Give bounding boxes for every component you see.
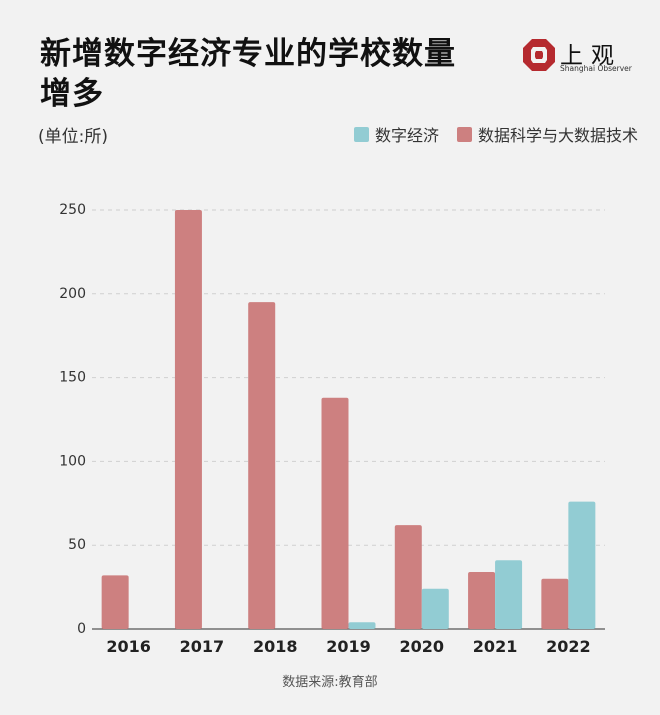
legend: 数字经济 数据科学与大数据技术	[344, 122, 638, 146]
y-tick-label: 150	[59, 370, 86, 386]
logo-subtitle: Shanghai Observer	[560, 64, 632, 73]
bar-data-science	[541, 578, 569, 629]
y-tick-label: 0	[77, 621, 86, 637]
bar-data-science	[394, 525, 422, 629]
y-tick-label: 100	[59, 453, 86, 469]
logo-icon	[523, 39, 555, 71]
legend-swatch-data-science	[456, 126, 472, 142]
bar-data-science	[468, 572, 496, 629]
legend-item-digital-economy: 数字经济	[353, 122, 439, 146]
legend-item-data-science: 数据科学与大数据技术	[456, 122, 638, 146]
x-tick-label: 2016	[106, 637, 151, 656]
bar-digital-economy	[421, 588, 449, 629]
x-tick-label: 2020	[400, 637, 445, 656]
logo: 上观 Shanghai Observer	[522, 36, 632, 76]
logo-text: 上观	[560, 43, 622, 69]
bar-data-science	[101, 575, 129, 629]
bar-data-science	[248, 302, 276, 629]
bar-data-science	[174, 210, 202, 629]
bar-digital-economy	[568, 501, 596, 629]
y-tick-label: 50	[68, 537, 86, 553]
legend-label-digital-economy: 数字经济	[374, 126, 439, 145]
x-tick-label: 2017	[180, 637, 225, 656]
x-tick-label: 2019	[326, 637, 371, 656]
y-tick-label: 200	[59, 286, 86, 302]
y-tick-label: 250	[59, 202, 86, 218]
bar-data-science	[321, 397, 349, 629]
x-tick-label: 2018	[253, 637, 298, 656]
source-note: 数据来源:教育部	[282, 675, 378, 690]
x-tick-label: 2022	[546, 637, 591, 656]
unit-label: (单位:所)	[38, 127, 108, 147]
legend-swatch-digital-economy	[353, 126, 369, 142]
chart-title: 新增数字经济专业的学校数量增多	[40, 36, 456, 112]
x-tick-label: 2021	[473, 637, 518, 656]
bar-digital-economy	[495, 560, 523, 629]
legend-label-data-science: 数据科学与大数据技术	[477, 126, 638, 145]
bar-digital-economy	[348, 622, 376, 629]
